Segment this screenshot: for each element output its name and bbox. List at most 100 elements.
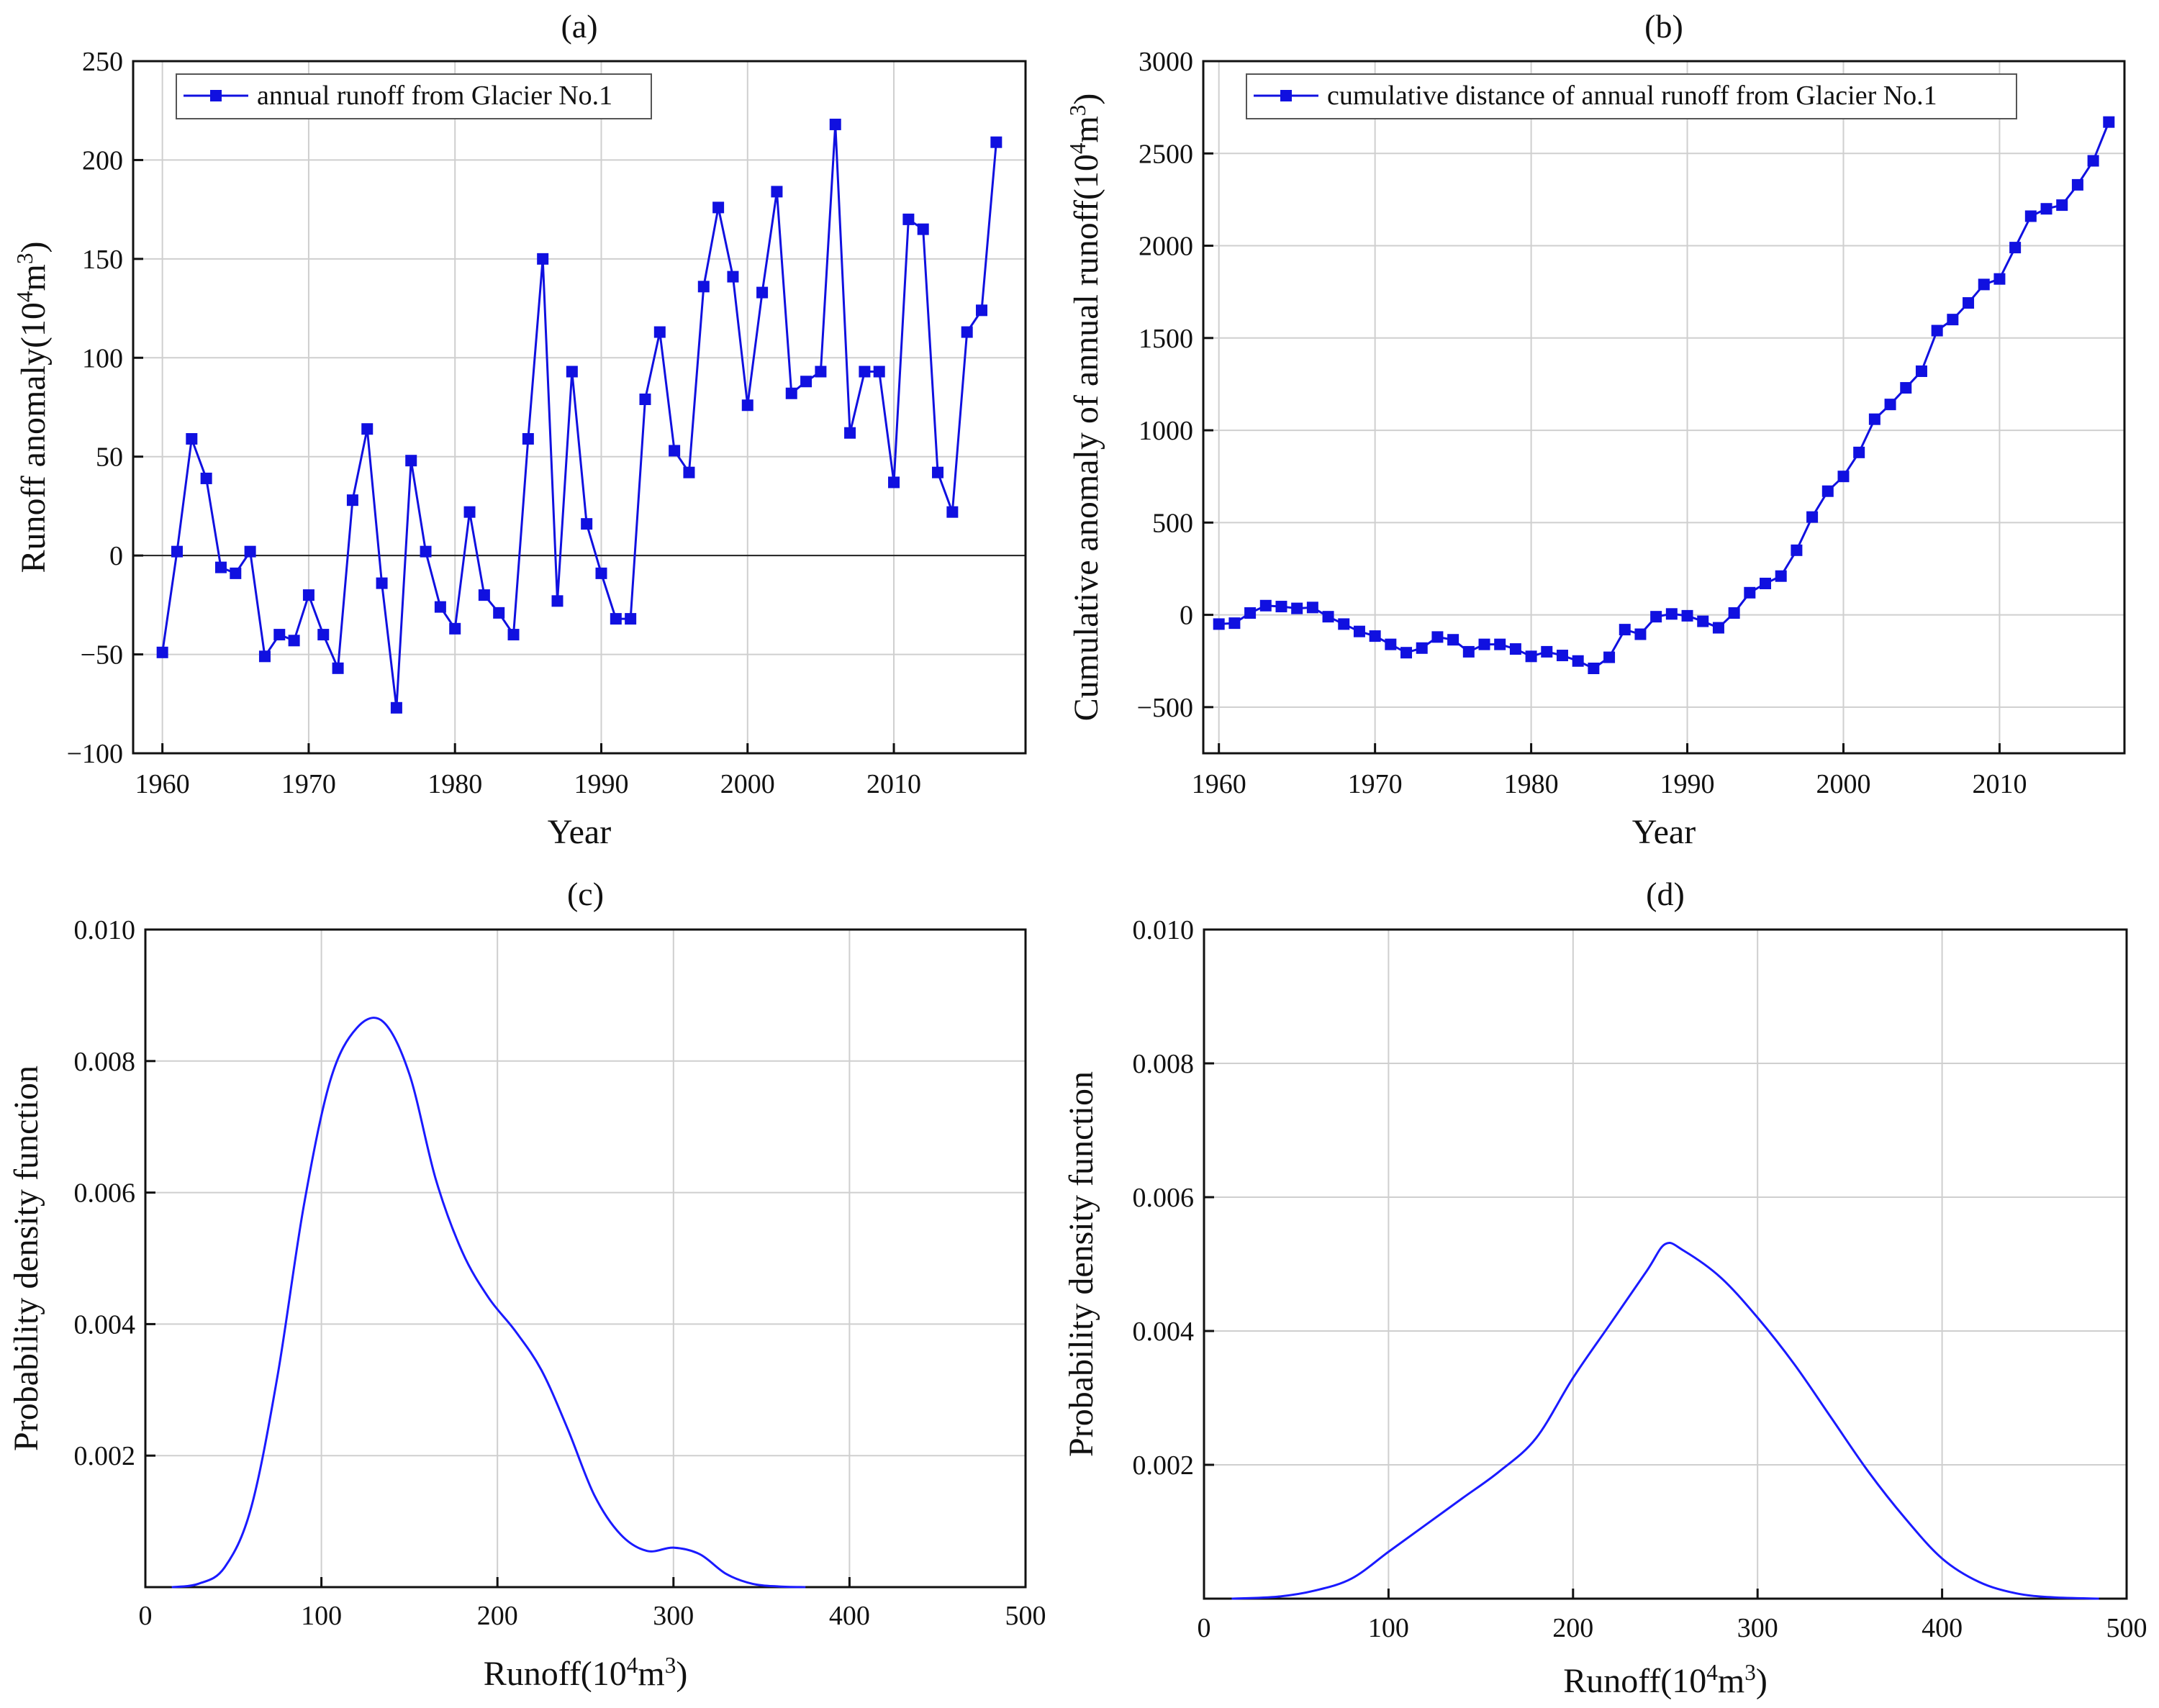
panel-b: 1960 1970 1980 1990 2000 2010 −500 0 500 1000 1500… [1065, 8, 2126, 851]
data-point [1369, 630, 1381, 642]
x-tick-label: 200 [477, 1601, 518, 1631]
data-point [756, 286, 769, 299]
data-point [1665, 608, 1678, 620]
y-tick-label: 100 [82, 343, 123, 373]
data-point [2087, 155, 2099, 167]
plot-frame [132, 60, 1027, 755]
data-point [1291, 602, 1303, 614]
legend: cumulative distance of annual runoff fro… [1246, 73, 2017, 119]
data-point [1338, 618, 1350, 630]
data-point [1525, 650, 1537, 663]
data-point [859, 365, 871, 378]
x-tick-label: 500 [2106, 1613, 2147, 1643]
y-tick-label: −500 [1137, 693, 1193, 723]
x-tick-label: 1960 [135, 769, 190, 799]
y-tick-label: 0.002 [74, 1441, 136, 1471]
y-tick-label: 0.006 [74, 1178, 136, 1209]
data-point [1213, 618, 1225, 630]
data-point [1853, 446, 1865, 458]
data-point [1868, 413, 1880, 425]
legend-label: cumulative distance of annual runoff fro… [1327, 81, 1937, 111]
data-point [230, 567, 242, 579]
x-tick-label: 400 [829, 1601, 870, 1631]
x-tick-label: 2010 [866, 769, 921, 799]
data-point [1556, 650, 1568, 662]
data-point [653, 326, 666, 338]
data-point [1806, 511, 1819, 523]
data-point [1509, 643, 1521, 655]
data-point [507, 629, 520, 641]
plot-frame [1202, 60, 2126, 755]
legend-marker [1280, 90, 1292, 101]
data-point [361, 423, 374, 435]
data-point [1821, 485, 1834, 497]
y-tick-label: 0.004 [1133, 1317, 1195, 1347]
data-point [258, 650, 271, 663]
legend-box [176, 73, 652, 119]
data-point [273, 629, 286, 641]
data-point [1228, 617, 1241, 630]
panel-d: 0 100 200 300 400 500 0.002 0.004 0.006 0.008 0.01… [1062, 876, 2147, 1700]
y-tick-label: 0.008 [74, 1047, 136, 1077]
x-tick-label: 1960 [1192, 769, 1246, 799]
data-point [946, 506, 959, 518]
x-tick-label: 100 [1368, 1613, 1409, 1643]
y-tick-label: −50 [81, 640, 123, 671]
y-tick-label: 200 [82, 145, 123, 176]
data-point [1541, 645, 1553, 658]
data-point [1603, 651, 1616, 663]
y-axis-label: Probability density function [7, 1066, 45, 1451]
density-curve [1231, 1242, 2099, 1600]
data-point [317, 629, 330, 641]
data-point [669, 445, 681, 457]
data-point [976, 304, 988, 317]
series-line [1218, 122, 2110, 670]
data-point [2024, 210, 2037, 222]
data-point [1572, 655, 1584, 667]
data-point [288, 635, 300, 647]
y-tick-label: 0.010 [74, 915, 136, 945]
data-point [873, 365, 885, 378]
x-axis-label: Runoff(104m3) [484, 1653, 688, 1694]
data-point [2056, 199, 2068, 212]
data-point [1963, 297, 1975, 309]
panel-title: (b) [1644, 8, 1683, 45]
data-point [1744, 586, 1756, 599]
data-point [2040, 203, 2052, 215]
data-point [829, 118, 841, 130]
y-tick-label: 0.002 [1133, 1450, 1195, 1481]
panel-title: (a) [561, 8, 597, 45]
data-point [463, 506, 476, 518]
data-point [214, 561, 227, 573]
data-point [1760, 577, 1772, 589]
panel-title: (c) [567, 876, 604, 912]
y-tick-label: 1500 [1139, 324, 1193, 354]
data-point [1775, 570, 1787, 582]
x-tick-label: 300 [653, 1601, 694, 1631]
data-point [1728, 607, 1740, 619]
data-point [1619, 624, 1631, 636]
panel-title: (d) [1646, 876, 1685, 912]
y-tick-label: 1000 [1139, 416, 1193, 446]
data-point [1837, 471, 1850, 483]
data-point [990, 136, 1002, 148]
y-tick-label: 0.004 [74, 1309, 136, 1340]
data-point [712, 201, 725, 214]
data-point [1650, 611, 1662, 623]
data-point [1306, 601, 1318, 614]
y-tick-label: 3000 [1139, 47, 1193, 77]
y-tick-label: −100 [67, 739, 123, 769]
data-point [844, 427, 856, 439]
data-point [434, 601, 446, 613]
x-tick-label: 2000 [720, 769, 775, 799]
legend-box [1246, 73, 2017, 119]
x-axis-label: Year [1632, 813, 1696, 851]
y-tick-label: 0.008 [1133, 1049, 1195, 1079]
data-point [932, 466, 944, 478]
x-tick-label: 1990 [1660, 769, 1715, 799]
data-point [741, 399, 753, 412]
data-point [1634, 628, 1647, 640]
data-point [610, 613, 622, 625]
data-point [1915, 365, 1927, 377]
